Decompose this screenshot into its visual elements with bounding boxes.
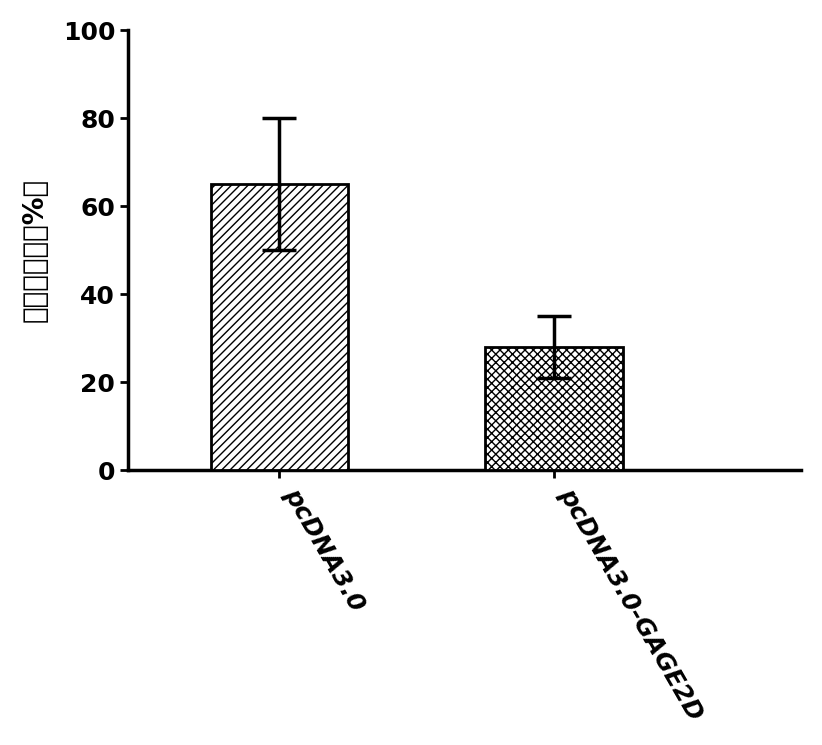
Y-axis label: 细胞增殖率（%）: 细胞增殖率（%） bbox=[21, 178, 48, 323]
Bar bbox=[210, 184, 348, 470]
Bar bbox=[485, 347, 623, 470]
